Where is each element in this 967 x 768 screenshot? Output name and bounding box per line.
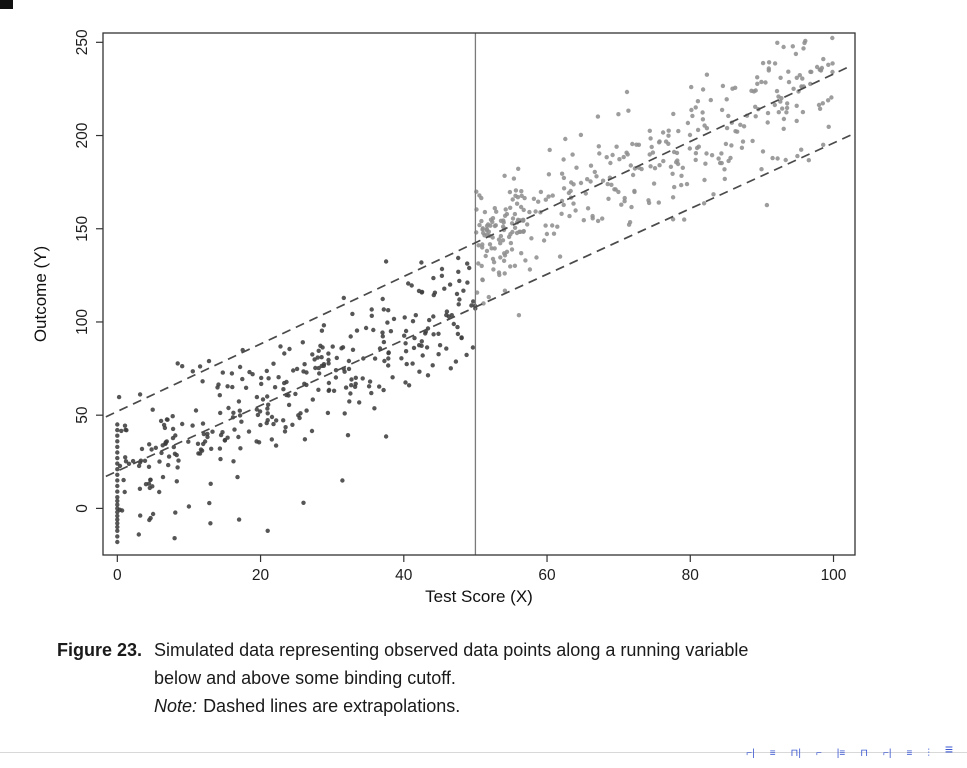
y-tick-label: 100 <box>74 309 91 335</box>
low-outliers <box>136 500 306 541</box>
x-axis: 0 20 40 60 80 100 <box>113 555 847 584</box>
x-tick-label: 100 <box>821 567 847 584</box>
zero-pileup <box>115 422 120 545</box>
toolbar-artifact-icon[interactable]: ⊓ <box>860 748 869 759</box>
figure-caption: Figure 23. Simulated data representing o… <box>57 636 748 720</box>
figure-number: Figure 23. <box>57 640 143 660</box>
caption-note: Note: Dashed lines are extrapolations. <box>154 692 748 720</box>
chart-area: 0 20 40 60 80 100 0 50 100 150 200 250 Test Score (X… <box>31 29 856 606</box>
toolbar-artifact-icon[interactable]: ⌐| <box>746 748 755 759</box>
x-tick-label: 20 <box>252 567 270 584</box>
above-cutoff-points <box>474 35 835 318</box>
x-tick-label: 60 <box>538 567 556 584</box>
toolbar-artifact-icon[interactable]: ≡ <box>906 748 913 759</box>
caption-line-2: below and above some binding cutoff. <box>154 668 456 688</box>
y-tick-label: 50 <box>74 406 91 424</box>
note-label: Note: <box>154 696 198 716</box>
y-tick-label: 200 <box>74 122 91 148</box>
scatter-plot: 0 20 40 60 80 100 0 50 100 150 200 250 Test Score (X… <box>31 29 856 606</box>
toolbar-artifact-icon[interactable]: ⫶ <box>927 748 930 759</box>
above-cutoff-cluster <box>474 193 528 278</box>
toolbar-artifact-icon[interactable]: ≡ <box>944 741 953 757</box>
below-cutoff-fit-extrapolated <box>105 133 853 478</box>
caption-line-1: Simulated data representing observed dat… <box>154 640 749 660</box>
x-tick-label: 0 <box>113 567 122 584</box>
toolbar-artifact-icon[interactable]: ⌐ <box>815 748 822 759</box>
bottom-divider <box>0 752 967 753</box>
above-cutoff-fit-extrapolated <box>105 64 853 418</box>
toolbar-artifact-icon[interactable]: ⌐| <box>883 748 892 759</box>
x-tick-label: 40 <box>395 567 413 584</box>
note-text: Dashed lines are extrapolations. <box>203 696 461 716</box>
caption-body: Simulated data representing observed dat… <box>154 636 748 720</box>
y-tick-label: 0 <box>74 504 91 513</box>
x-tick-label: 80 <box>682 567 700 584</box>
screen-corner-artifact <box>0 0 13 9</box>
below-cutoff-points <box>116 255 478 523</box>
toolbar-artifact-icon[interactable]: ⊓| <box>790 748 801 759</box>
plot-frame <box>102 32 856 556</box>
y-axis-title: Outcome (Y) <box>31 246 50 342</box>
y-axis: 0 50 100 150 200 250 <box>74 29 103 513</box>
y-tick-label: 250 <box>74 29 91 55</box>
bottom-toolbar-artifacts: ⌐| ≡ ⊓| ⌐ |≡ ⊓ ⌐| ≡ ⫶ ≡ <box>746 741 953 767</box>
x-axis-title: Test Score (X) <box>425 587 533 606</box>
y-tick-label: 150 <box>74 215 91 241</box>
toolbar-artifact-icon[interactable]: ≡ <box>769 748 776 759</box>
toolbar-artifact-icon[interactable]: |≡ <box>836 748 846 759</box>
